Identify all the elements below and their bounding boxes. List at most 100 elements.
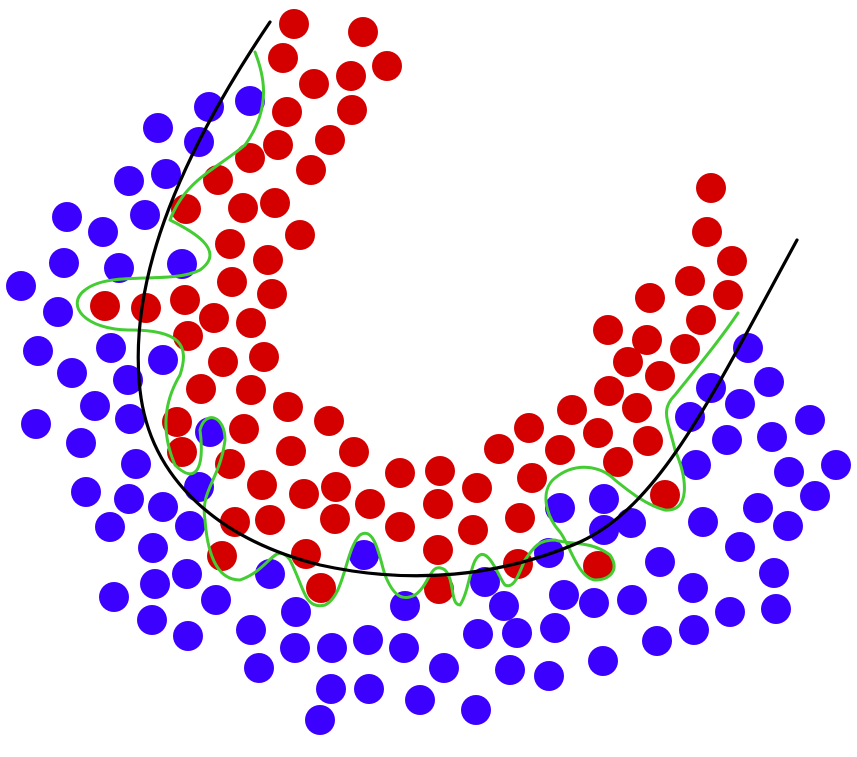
blue-data-point bbox=[66, 428, 96, 458]
red-data-point bbox=[276, 436, 306, 466]
overfit-decision-boundary bbox=[75, 50, 740, 608]
blue-data-point bbox=[255, 559, 285, 589]
blue-data-point bbox=[725, 389, 755, 419]
blue-data-point bbox=[534, 661, 564, 691]
red-data-point bbox=[228, 193, 258, 223]
red-data-point bbox=[186, 374, 216, 404]
red-data-point bbox=[583, 418, 613, 448]
blue-data-point bbox=[390, 591, 420, 621]
red-data-point bbox=[458, 515, 488, 545]
blue-data-point bbox=[757, 422, 787, 452]
blue-data-point bbox=[95, 512, 125, 542]
blue-data-point bbox=[244, 653, 274, 683]
blue-data-point bbox=[405, 685, 435, 715]
blue-data-point bbox=[679, 615, 709, 645]
red-data-point bbox=[670, 334, 700, 364]
red-data-point bbox=[229, 414, 259, 444]
red-data-point bbox=[650, 480, 680, 510]
red-data-point bbox=[90, 291, 120, 321]
red-data-point bbox=[372, 51, 402, 81]
red-data-point bbox=[296, 155, 326, 185]
blue-data-point bbox=[172, 559, 202, 589]
blue-data-point bbox=[23, 336, 53, 366]
red-data-point bbox=[613, 347, 643, 377]
blue-data-point bbox=[675, 402, 705, 432]
blue-data-point bbox=[754, 367, 784, 397]
red-data-point bbox=[557, 395, 587, 425]
red-data-point bbox=[162, 407, 192, 437]
red-data-point bbox=[514, 413, 544, 443]
red-data-point bbox=[645, 361, 675, 391]
blue-data-point bbox=[88, 217, 118, 247]
blue-data-point bbox=[642, 626, 672, 656]
blue-data-point bbox=[151, 159, 181, 189]
blue-data-point bbox=[6, 271, 36, 301]
red-data-point bbox=[320, 504, 350, 534]
blue-data-point bbox=[130, 200, 160, 230]
red-data-point bbox=[692, 217, 722, 247]
blue-data-point bbox=[115, 404, 145, 434]
blue-data-point bbox=[143, 113, 173, 143]
red-data-point bbox=[215, 229, 245, 259]
blue-data-point bbox=[354, 674, 384, 704]
blue-data-point bbox=[821, 450, 851, 480]
blue-data-point bbox=[280, 633, 310, 663]
blue-data-point bbox=[104, 253, 134, 283]
red-data-point bbox=[713, 280, 743, 310]
red-data-point bbox=[314, 406, 344, 436]
blue-data-point bbox=[495, 655, 525, 685]
red-data-point bbox=[217, 267, 247, 297]
blue-data-point bbox=[175, 511, 205, 541]
red-data-point bbox=[272, 97, 302, 127]
red-data-point bbox=[603, 447, 633, 477]
red-points-group bbox=[90, 9, 747, 604]
blue-data-point bbox=[305, 705, 335, 735]
blue-data-point bbox=[235, 86, 265, 116]
blue-data-point bbox=[57, 358, 87, 388]
red-data-point bbox=[632, 325, 662, 355]
blue-data-point bbox=[114, 166, 144, 196]
blue-data-point bbox=[52, 202, 82, 232]
blue-data-point bbox=[773, 511, 803, 541]
blue-data-point bbox=[489, 591, 519, 621]
blue-data-point bbox=[589, 484, 619, 514]
red-data-point bbox=[425, 456, 455, 486]
blue-data-point bbox=[167, 249, 197, 279]
red-data-point bbox=[385, 458, 415, 488]
blue-data-point bbox=[540, 613, 570, 643]
red-data-point bbox=[675, 266, 705, 296]
red-data-point bbox=[236, 308, 266, 338]
blue-data-point bbox=[349, 540, 379, 570]
red-data-point bbox=[385, 512, 415, 542]
blue-data-point bbox=[800, 481, 830, 511]
blue-data-point bbox=[681, 450, 711, 480]
red-data-point bbox=[633, 426, 663, 456]
red-data-point bbox=[321, 472, 351, 502]
red-data-point bbox=[423, 489, 453, 519]
red-data-point bbox=[348, 17, 378, 47]
red-data-point bbox=[170, 285, 200, 315]
blue-data-point bbox=[140, 569, 170, 599]
blue-data-point bbox=[353, 625, 383, 655]
blue-data-point bbox=[645, 547, 675, 577]
red-data-point bbox=[622, 393, 652, 423]
blue-data-point bbox=[616, 508, 646, 538]
blue-data-point bbox=[549, 580, 579, 610]
blue-data-point bbox=[21, 409, 51, 439]
red-data-point bbox=[315, 125, 345, 155]
red-data-point bbox=[260, 188, 290, 218]
red-data-point bbox=[289, 479, 319, 509]
red-data-point bbox=[253, 245, 283, 275]
red-data-point bbox=[686, 305, 716, 335]
red-data-point bbox=[249, 342, 279, 372]
blue-data-point bbox=[461, 695, 491, 725]
red-data-point bbox=[337, 95, 367, 125]
red-data-point bbox=[173, 321, 203, 351]
blue-data-point bbox=[80, 391, 110, 421]
red-data-point bbox=[355, 489, 385, 519]
blue-data-point bbox=[588, 646, 618, 676]
red-data-point bbox=[299, 69, 329, 99]
blue-data-point bbox=[281, 597, 311, 627]
red-data-point bbox=[285, 220, 315, 250]
blue-data-point bbox=[137, 605, 167, 635]
